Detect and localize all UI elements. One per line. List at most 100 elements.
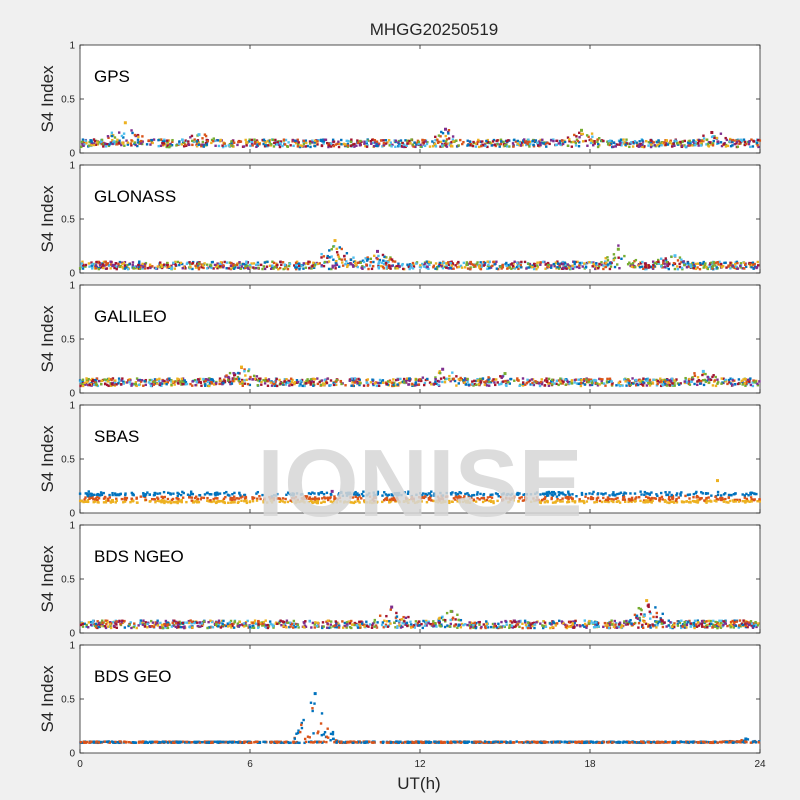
data-point	[406, 377, 409, 380]
data-point	[366, 501, 369, 504]
data-point	[739, 140, 742, 144]
data-point	[689, 265, 693, 269]
data-point	[120, 143, 123, 147]
data-point	[120, 379, 123, 382]
data-point	[314, 496, 317, 499]
data-point	[349, 620, 352, 623]
data-point	[272, 382, 275, 386]
data-point	[720, 377, 723, 380]
data-point	[478, 264, 481, 268]
data-point	[114, 265, 118, 268]
data-point	[526, 142, 529, 146]
data-point	[373, 254, 376, 258]
data-point	[136, 501, 139, 504]
data-point	[726, 144, 730, 148]
data-point	[346, 263, 350, 267]
data-point	[342, 501, 346, 504]
data-point	[485, 498, 489, 502]
data-point	[116, 138, 119, 142]
data-point	[655, 141, 659, 144]
data-point	[419, 266, 422, 269]
data-point	[420, 493, 423, 497]
data-point	[237, 500, 240, 504]
data-point	[638, 265, 642, 269]
data-point	[712, 139, 715, 143]
data-point	[754, 622, 757, 625]
data-point	[86, 499, 90, 502]
data-point	[381, 500, 384, 504]
data-point	[158, 500, 161, 503]
data-point	[608, 261, 612, 265]
peak-point	[197, 133, 201, 137]
data-point	[110, 498, 114, 502]
data-point	[336, 622, 340, 626]
data-point	[185, 262, 189, 265]
data-point	[90, 492, 93, 496]
data-point	[441, 144, 444, 147]
data-point	[479, 492, 482, 496]
data-point	[376, 144, 379, 148]
data-point	[332, 140, 336, 143]
data-point	[649, 143, 653, 146]
data-point	[152, 497, 156, 501]
data-point	[693, 382, 696, 386]
data-point	[330, 267, 333, 271]
data-point	[317, 492, 320, 495]
data-point	[90, 264, 94, 267]
panel-label: GPS	[94, 67, 130, 86]
data-point	[669, 626, 672, 629]
data-point	[706, 499, 709, 503]
data-point	[137, 624, 140, 627]
data-point	[347, 139, 350, 143]
data-point	[350, 138, 353, 141]
data-point	[460, 266, 464, 269]
data-point	[191, 261, 195, 265]
data-point	[248, 377, 251, 381]
data-point	[159, 261, 162, 264]
data-point	[621, 141, 624, 144]
data-point	[454, 495, 457, 498]
data-point	[478, 623, 481, 626]
data-point	[758, 380, 761, 383]
data-point	[445, 377, 448, 381]
data-point	[247, 267, 250, 270]
data-point	[285, 493, 288, 496]
data-point	[728, 381, 731, 384]
data-point	[139, 495, 142, 498]
data-point	[725, 266, 728, 269]
data-point	[128, 263, 131, 266]
data-point	[99, 493, 102, 497]
data-point	[244, 138, 247, 142]
data-point	[156, 624, 160, 627]
data-point	[711, 626, 714, 629]
data-point	[244, 262, 248, 265]
data-point	[596, 138, 599, 141]
data-point	[407, 501, 410, 505]
data-point	[389, 267, 392, 270]
data-point	[410, 264, 413, 267]
data-point	[623, 491, 626, 494]
data-point	[90, 144, 93, 147]
data-point	[283, 263, 287, 266]
data-point	[338, 142, 342, 146]
data-point	[589, 139, 593, 142]
data-point	[289, 144, 292, 147]
data-point	[558, 263, 561, 266]
data-point	[604, 384, 607, 387]
data-point	[441, 496, 444, 500]
data-point	[533, 626, 536, 630]
data-point	[733, 142, 736, 146]
data-point	[676, 382, 680, 385]
data-point	[630, 141, 633, 144]
data-point	[580, 378, 583, 382]
data-point	[746, 499, 750, 503]
data-point	[689, 263, 692, 267]
data-point	[225, 261, 229, 264]
data-point	[629, 263, 633, 266]
data-point	[187, 140, 190, 143]
data-point	[308, 497, 311, 500]
data-point	[420, 262, 424, 266]
data-point	[413, 501, 417, 505]
data-point	[233, 141, 236, 144]
data-point	[416, 383, 419, 387]
